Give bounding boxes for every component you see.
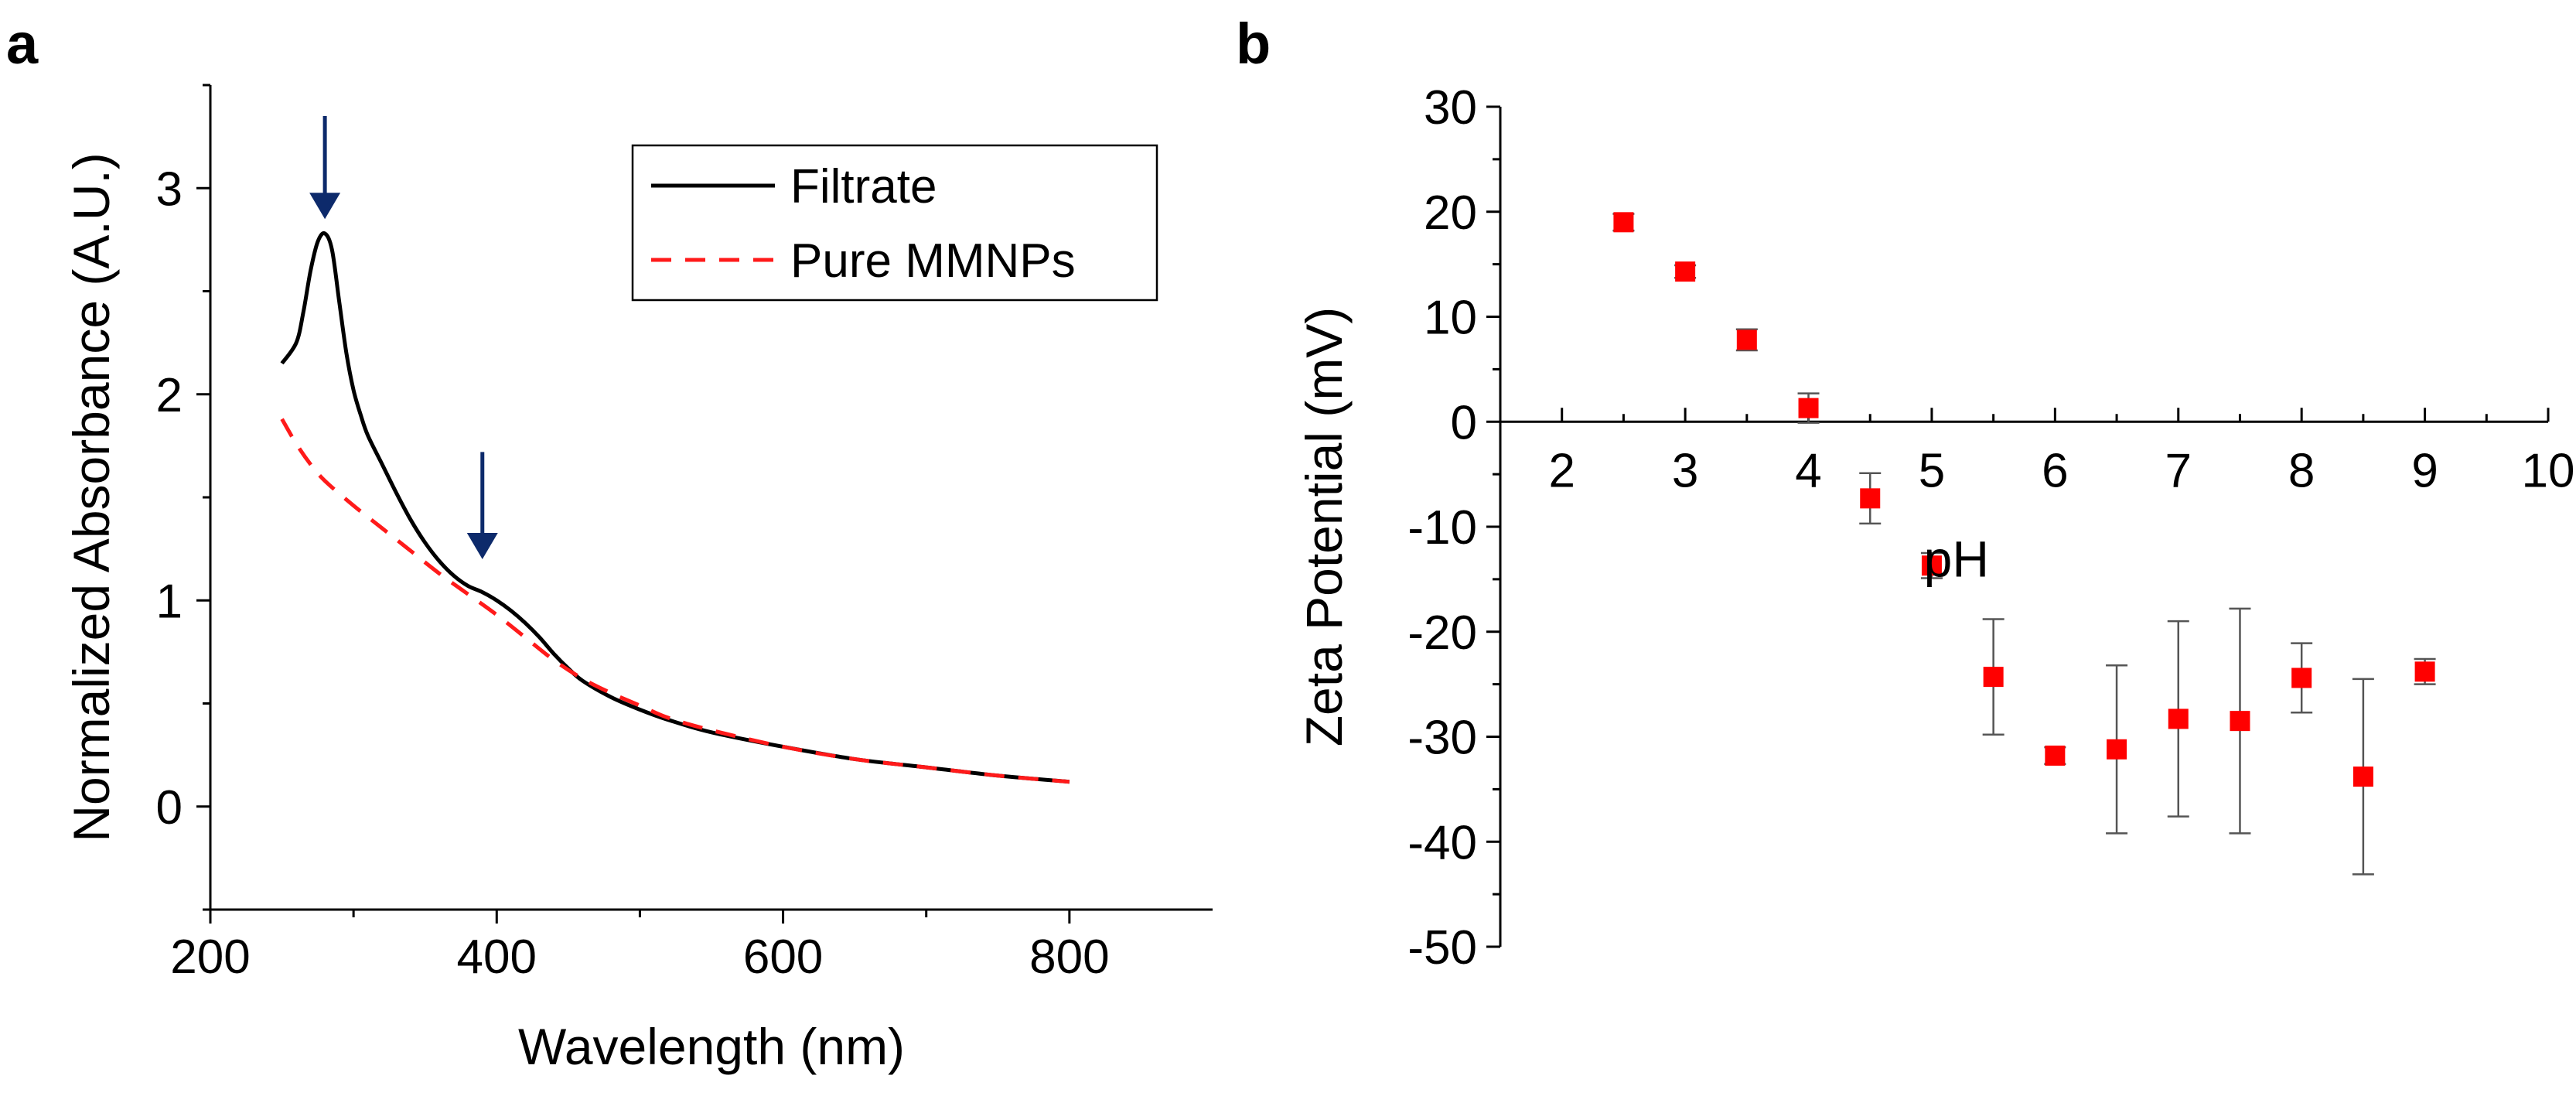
zeta-point — [1983, 667, 2004, 688]
absorbance-x-tick-label: 800 — [1029, 930, 1109, 984]
zeta-ticks: 2 3 4 5 6 7 8 9 10 -50 -40 -30 -20 -10 0 10 20 30 — [1407, 81, 2574, 975]
absorbance-y-tick-label: 3 — [156, 162, 183, 216]
zeta-y-tick-label: 10 — [1424, 292, 1477, 345]
zeta-x-tick-label: 9 — [2411, 444, 2438, 497]
zeta-points — [1612, 212, 2436, 876]
absorbance-y-tick-label: 0 — [156, 781, 183, 835]
arrow-head-1 — [309, 193, 341, 220]
zeta-x-tick-label: 3 — [1672, 444, 1698, 497]
zeta-point — [2230, 711, 2250, 732]
zeta-axes — [1499, 107, 2548, 947]
zeta-y-tick-label: 0 — [1451, 396, 1477, 449]
zeta-point — [2107, 739, 2127, 760]
legend-box — [631, 144, 1158, 302]
absorbance-arrows — [309, 115, 498, 559]
absorbance-x-tick-label: 400 — [457, 930, 537, 984]
zeta-point — [2045, 745, 2066, 766]
zeta-point — [2168, 708, 2189, 729]
zeta-y-tick-label: -50 — [1407, 921, 1477, 975]
absorbance-y-tick-label: 1 — [156, 575, 183, 628]
legend: Filtrate Pure MMNPs — [631, 144, 1158, 302]
arrow-head-2 — [466, 532, 498, 559]
zeta-x-axis-title: pH — [1924, 530, 1989, 587]
zeta-x-tick-label: 8 — [2288, 444, 2315, 497]
zeta-potential-chart: 2 3 4 5 6 7 8 9 10 -50 -40 -30 -20 -10 0 10 20 30 pH Zeta… — [1295, 81, 2574, 975]
panel-label-b: b — [1236, 12, 1271, 76]
zeta-x-tick-label: 5 — [1919, 444, 1945, 497]
absorbance-x-tick-label: 200 — [170, 930, 250, 984]
absorbance-x-axis-title: Wavelength (nm) — [518, 1018, 905, 1075]
legend-label-mmnps: Pure MMNPs — [790, 234, 1076, 288]
panel-label-a: a — [6, 12, 39, 76]
zeta-x-tick-label: 6 — [2042, 444, 2068, 497]
zeta-point — [1921, 555, 1942, 576]
zeta-point — [1798, 398, 1819, 418]
zeta-y-tick-label: -10 — [1407, 501, 1477, 555]
absorbance-y-tick-label: 2 — [156, 369, 183, 422]
absorbance-chart: 200 400 600 800 0 1 2 3 Wavelength (nm) Normali… — [63, 84, 1213, 1075]
mmnps-line — [280, 418, 1070, 784]
zeta-x-tick-label: 10 — [2522, 444, 2575, 497]
zeta-x-tick-label: 7 — [2165, 444, 2192, 497]
zeta-y-tick-label: 20 — [1424, 186, 1477, 240]
zeta-y-tick-label: 30 — [1424, 81, 1477, 135]
zeta-point — [2414, 661, 2435, 682]
zeta-x-tick-label: 4 — [1795, 444, 1821, 497]
absorbance-ticks: 200 400 600 800 0 1 2 3 — [156, 84, 1110, 984]
zeta-point — [1613, 212, 1634, 233]
zeta-point — [2291, 668, 2312, 688]
zeta-y-tick-label: -40 — [1407, 816, 1477, 869]
zeta-y-axis-title: Zeta Potential (mV) — [1295, 307, 1353, 747]
zeta-point — [2353, 767, 2373, 787]
absorbance-y-axis-title: Normalized Absorbance (A.U.) — [63, 152, 120, 842]
absorbance-x-tick-label: 600 — [743, 930, 823, 984]
zeta-y-tick-label: -20 — [1407, 606, 1477, 660]
zeta-point — [1736, 329, 1757, 350]
absorbance-series — [280, 231, 1070, 784]
zeta-y-tick-label: -30 — [1407, 712, 1477, 765]
filtrate-line — [280, 231, 1070, 784]
zeta-point — [1675, 261, 1696, 282]
zeta-point — [1860, 488, 1881, 509]
zeta-x-tick-label: 2 — [1548, 444, 1575, 497]
legend-label-filtrate: Filtrate — [790, 160, 937, 213]
